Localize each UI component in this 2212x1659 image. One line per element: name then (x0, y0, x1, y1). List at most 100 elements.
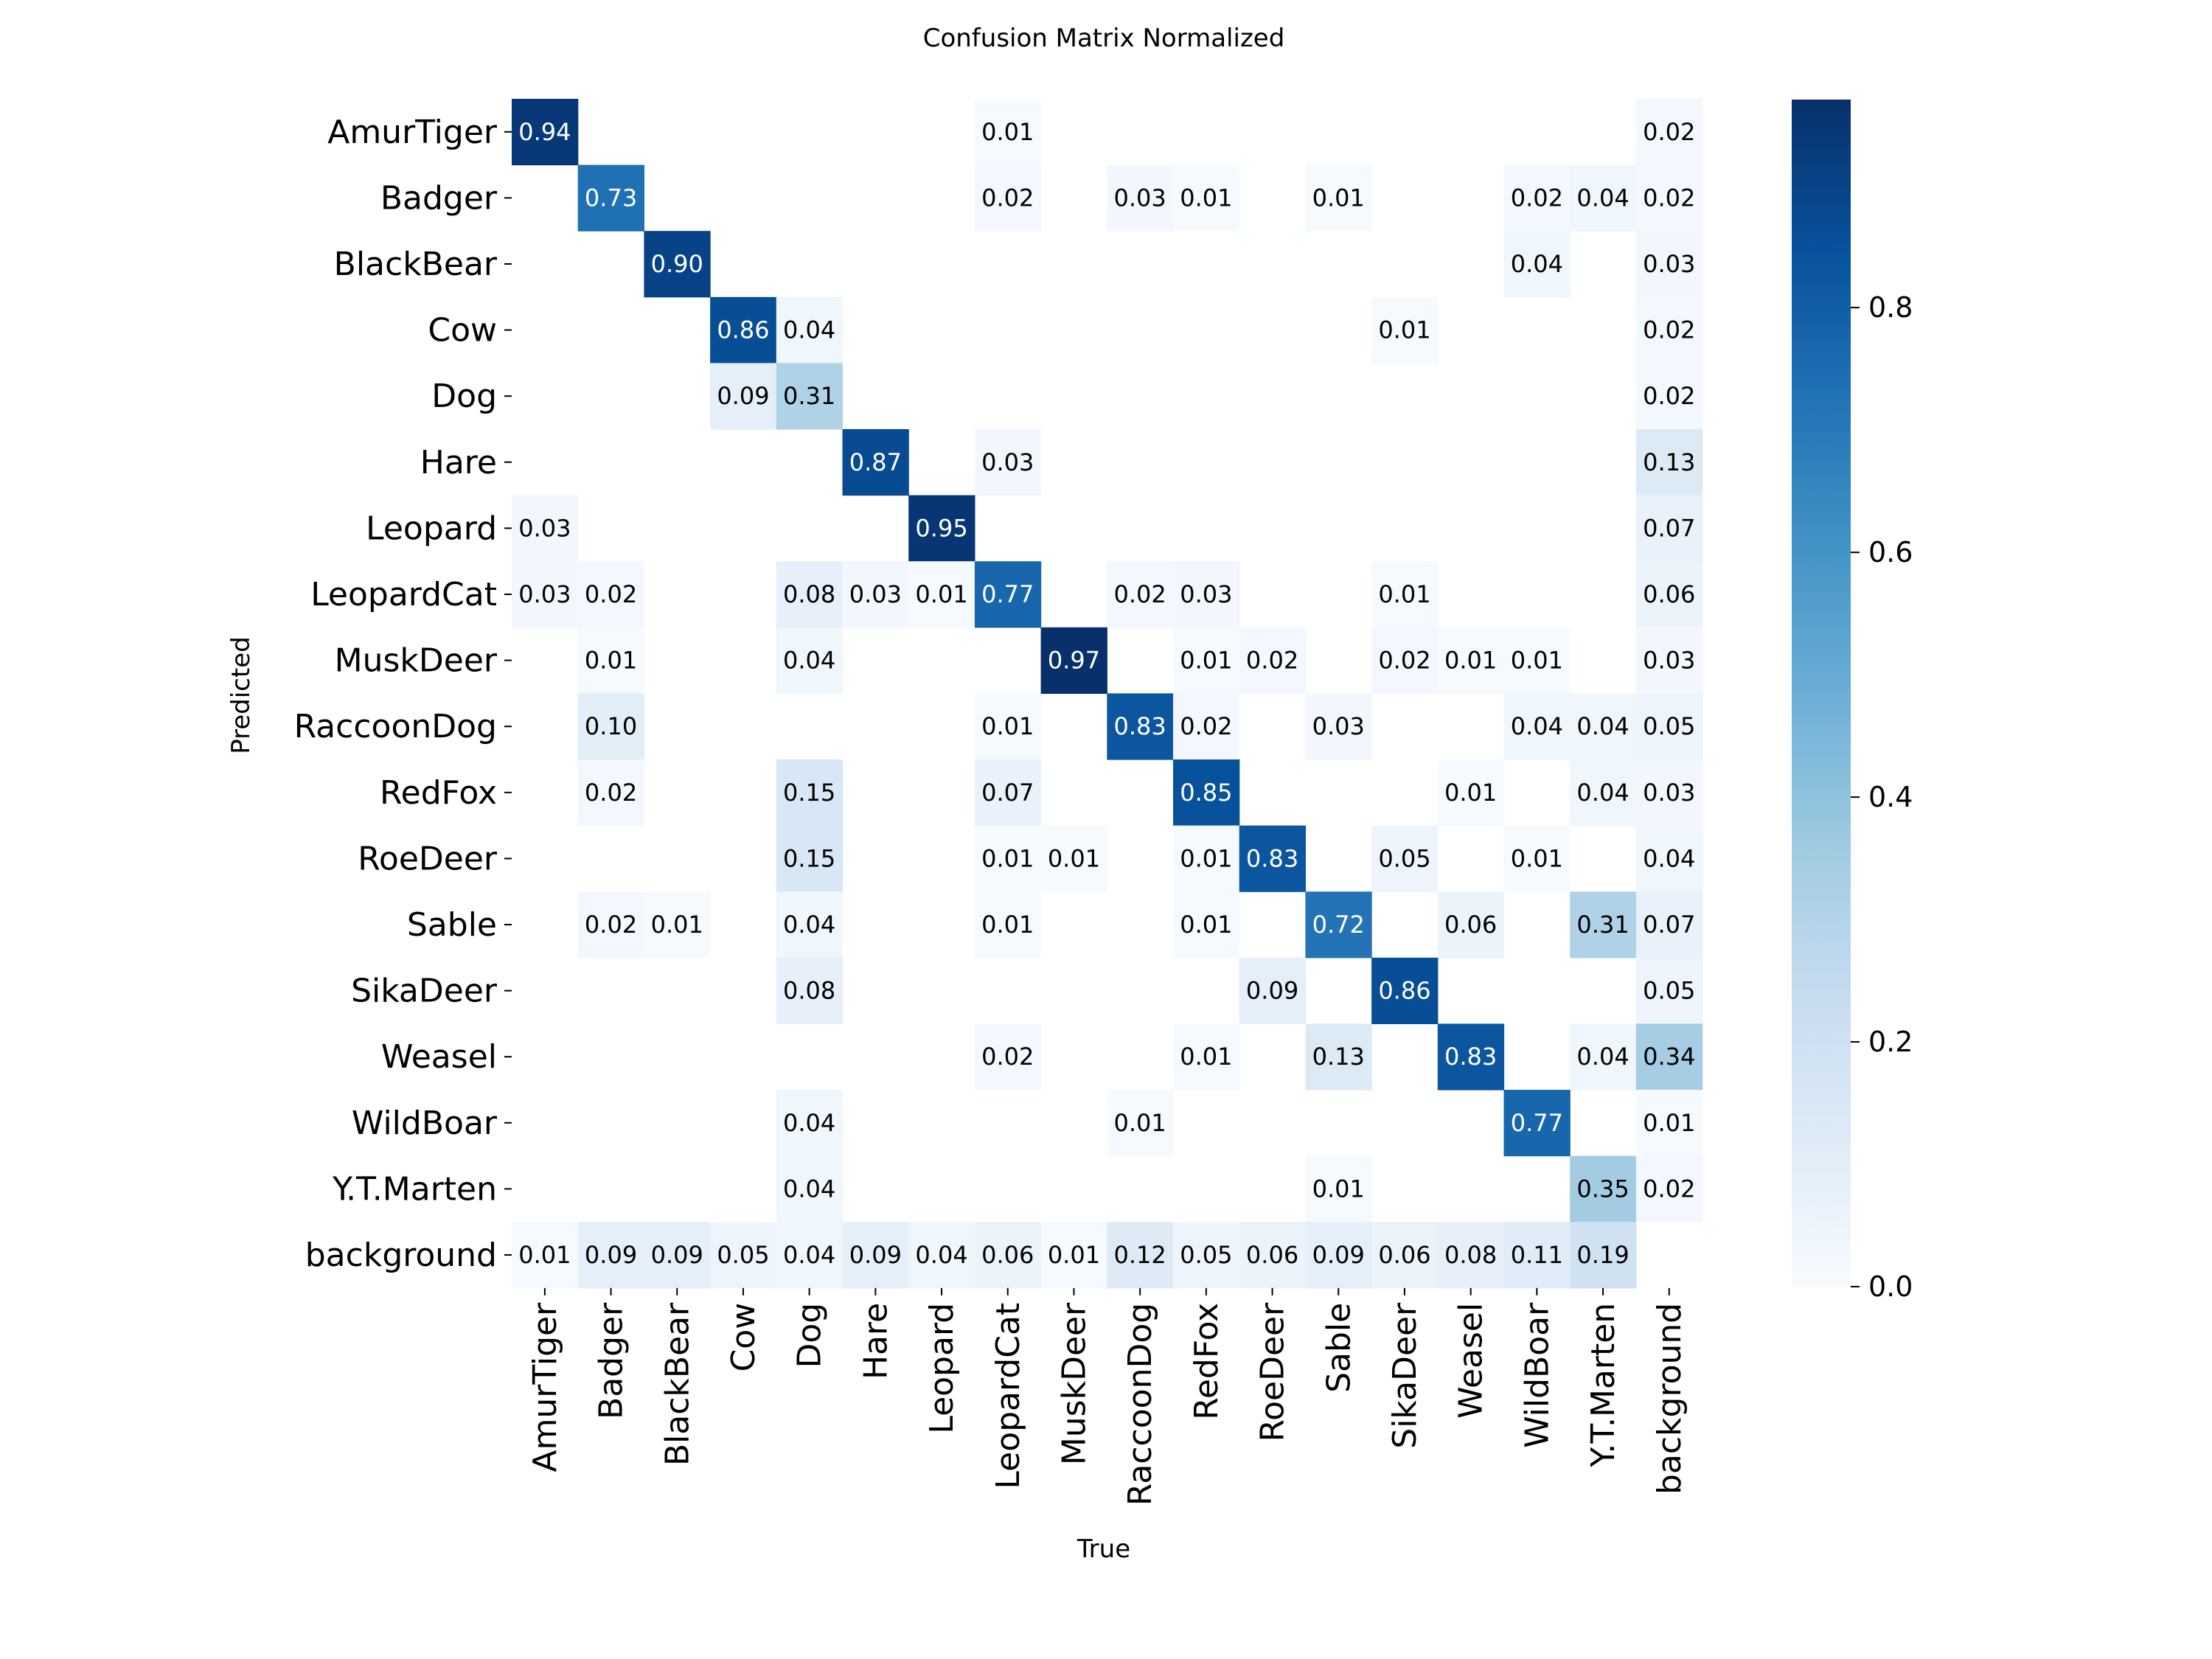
cell-value-label: 0.01 (1180, 1043, 1232, 1071)
cell-value-label: 0.03 (1312, 712, 1365, 740)
cell-value-label: 0.94 (518, 118, 571, 146)
x-tick-label: Leopard (923, 1303, 961, 1434)
y-tick-label: WildBoar (352, 1105, 498, 1142)
x-tick-label: RoeDeer (1254, 1302, 1292, 1442)
cell-value-label: 0.06 (981, 1241, 1034, 1269)
cell-value-label: 0.83 (1114, 712, 1166, 740)
cell-value-label: 0.04 (1576, 184, 1629, 212)
x-tick-label: background (1651, 1303, 1688, 1495)
cell-value-label: 0.01 (1643, 1109, 1695, 1137)
cell-value-label: 0.01 (1114, 1109, 1166, 1137)
cell-value-label: 0.01 (1511, 647, 1563, 675)
cell-value-label: 0.03 (518, 514, 571, 542)
cell-value-label: 0.06 (1378, 1241, 1430, 1269)
cell-value-label: 0.09 (849, 1241, 902, 1269)
x-tick-label: Sable (1320, 1303, 1357, 1393)
x-tick-label: WildBoar (1518, 1302, 1556, 1448)
cell-value-label: 0.01 (981, 118, 1034, 146)
cell-value-label: 0.04 (1511, 250, 1563, 278)
cell-value-label: 0.02 (1643, 118, 1695, 146)
cell-value-label: 0.08 (783, 580, 835, 608)
cell-value-label: 0.05 (1180, 1241, 1232, 1269)
cell-value-label: 0.05 (1643, 712, 1695, 740)
x-tick-label: Weasel (1453, 1303, 1490, 1419)
cell-value-label: 0.01 (1312, 184, 1365, 212)
cell-value-label: 0.90 (651, 250, 703, 278)
cell-value-label: 0.01 (1180, 911, 1232, 939)
cell-value-label: 0.01 (1180, 647, 1232, 675)
cell-value-label: 0.02 (1114, 580, 1166, 608)
cell-value-label: 0.86 (1378, 977, 1430, 1005)
cell-value-label: 0.01 (1444, 647, 1497, 675)
cell-value-label: 0.19 (1576, 1241, 1629, 1269)
cell-value-label: 0.05 (717, 1241, 769, 1269)
x-axis: AmurTiger Badger BlackBear Cow Dog Hare Leopar… (526, 1288, 1688, 1506)
cell-value-label: 0.11 (1511, 1241, 1563, 1269)
cell-value-label: 0.02 (1643, 382, 1695, 410)
cell-value-label: 0.01 (585, 647, 637, 675)
cell-value-label: 0.31 (1576, 911, 1629, 939)
chart-title: Confusion Matrix Normalized (923, 24, 1285, 53)
cell-value-label: 0.83 (1444, 1043, 1497, 1071)
cell-value-label: 0.31 (783, 382, 835, 410)
cell-value-label: 0.09 (1312, 1241, 1365, 1269)
colorbar-tick-label: 0.6 (1868, 536, 1913, 568)
cell-value-label: 0.04 (783, 647, 835, 675)
y-tick-label: MuskDeer (335, 642, 498, 680)
cell-value-label: 0.87 (849, 448, 902, 476)
y-tick-label: background (305, 1237, 497, 1274)
x-tick-label: MuskDeer (1055, 1302, 1093, 1465)
x-tick-label: RaccoonDog (1121, 1303, 1159, 1506)
cell-value-label: 0.04 (783, 1109, 835, 1137)
cell-value-label: 0.09 (651, 1241, 703, 1269)
cell-value-label: 0.07 (1643, 911, 1695, 939)
cell-value-label: 0.02 (585, 779, 637, 807)
cell-value-label: 0.08 (783, 977, 835, 1005)
y-tick-label: Cow (428, 312, 497, 349)
y-tick-label: Badger (380, 179, 498, 217)
cell-value-label: 0.04 (1511, 712, 1563, 740)
cell-value-label: 0.03 (518, 580, 571, 608)
x-tick-label: SikaDeer (1386, 1302, 1424, 1449)
cell-value-label: 0.83 (1246, 844, 1298, 872)
cell-value-label: 0.02 (1643, 316, 1695, 344)
cell-value-label: 0.06 (1643, 580, 1695, 608)
y-tick-label: LeopardCat (310, 576, 497, 613)
cell-value-label: 0.02 (981, 184, 1034, 212)
cell-value-label: 0.03 (1643, 250, 1695, 278)
cell-value-label: 0.97 (1048, 647, 1100, 675)
cell-value-label: 0.01 (1378, 316, 1430, 344)
x-tick-label: Badger (593, 1302, 630, 1419)
y-tick-label: Leopard (366, 509, 497, 547)
y-tick-label: SikaDeer (351, 973, 498, 1010)
cell-value-label: 0.01 (1444, 779, 1497, 807)
cell-value-label: 0.04 (783, 316, 835, 344)
cell-value-label: 0.86 (717, 316, 769, 344)
cell-value-label: 0.77 (1511, 1109, 1563, 1137)
cell-value-label: 0.15 (783, 779, 835, 807)
cell-value-label: 0.07 (1643, 514, 1695, 542)
cell-value-label: 0.02 (1246, 647, 1298, 675)
y-axis: AmurTiger Badger BlackBear Cow Dog Hare Leopar… (294, 114, 512, 1274)
x-tick-label: Dog (791, 1303, 829, 1368)
cell-value-label: 0.01 (1048, 844, 1100, 872)
cell-value-label: 0.04 (783, 1241, 835, 1269)
cell-value-label: 0.10 (585, 712, 637, 740)
cell-value-label: 0.02 (1643, 184, 1695, 212)
y-tick-label: Hare (420, 444, 497, 481)
cell-value-label: 0.03 (1114, 184, 1166, 212)
cell-value-label: 0.02 (1511, 184, 1563, 212)
cell-value-label: 0.06 (1444, 911, 1497, 939)
x-tick-label: RedFox (1188, 1303, 1225, 1420)
cell-value-label: 0.03 (1643, 779, 1695, 807)
cell-value-label: 0.02 (1180, 712, 1232, 740)
x-tick-label: BlackBear (658, 1302, 696, 1466)
cell-value-label: 0.01 (651, 911, 703, 939)
colorbar-tick-label: 0.8 (1868, 291, 1913, 324)
cell-value-label: 0.01 (915, 580, 967, 608)
y-axis-label: Predicted (226, 636, 256, 754)
cell-value-label: 0.03 (981, 448, 1034, 476)
cell-value-label: 0.05 (1378, 844, 1430, 872)
y-tick-label: AmurTiger (327, 114, 498, 151)
